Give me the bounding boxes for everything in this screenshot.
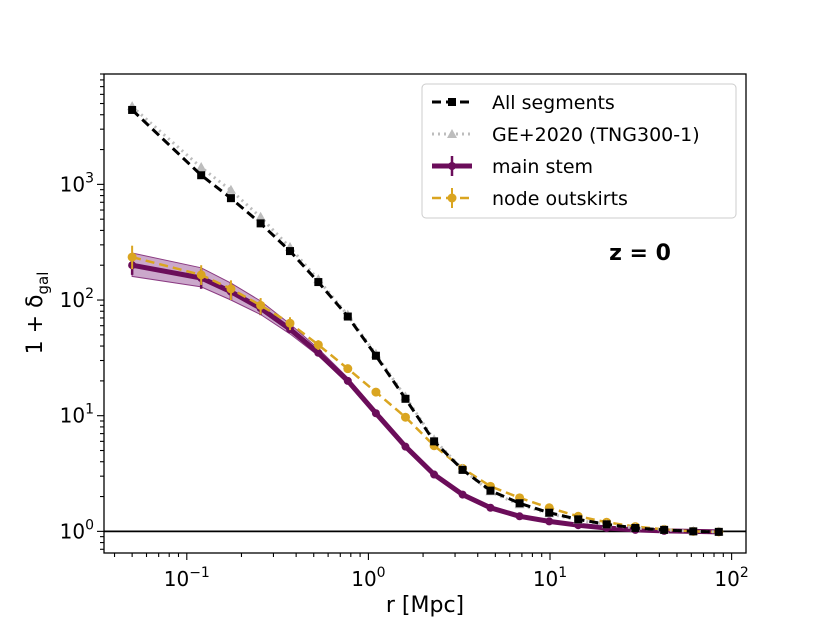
x-tick-label-base: 10 (351, 567, 376, 591)
x-tick-label-exponent: 2 (740, 565, 749, 581)
legend-entry-all-segments: All segments (432, 92, 615, 114)
legend-entry-ge2020: GE+2020 (TNG300-1) (432, 124, 700, 146)
plot-frame (103, 73, 747, 554)
y-tick-label: 102 (60, 286, 94, 312)
y-tick-label-base: 10 (60, 404, 85, 428)
all-segments-point (714, 527, 723, 536)
legend-entry-main-stem: main stem (432, 156, 593, 178)
legend-marker-main-stem (448, 162, 456, 170)
node-outskirts-line (131, 255, 719, 534)
main-stem-line (131, 262, 719, 535)
y-tick-label: 101 (60, 402, 94, 428)
y-tick-label: 103 (60, 170, 94, 196)
node-outskirts-point (400, 412, 410, 422)
y-tick-label-base: 10 (60, 172, 85, 196)
all-segments-point (343, 312, 352, 321)
legend-box (421, 83, 737, 219)
main-stem-point (314, 348, 323, 357)
legend-marker-all-segments (448, 98, 456, 106)
all-segments-point (314, 278, 323, 287)
node-outskirts-point (226, 284, 236, 294)
y-tick-label-exponent: 0 (85, 517, 94, 533)
all-segments-point (458, 465, 467, 474)
node-outskirts-point (256, 300, 266, 310)
ge2020-point (225, 184, 236, 194)
node-outskirts-point (285, 318, 295, 328)
y-tick-label-exponent: 1 (85, 402, 94, 418)
main-stem-point (401, 442, 410, 451)
main-stem-point (486, 503, 495, 512)
x-tick-label-exponent: 1 (558, 565, 567, 581)
main-stem-point (545, 517, 554, 526)
main-stem-point (343, 376, 352, 385)
node-outskirts-point (196, 270, 206, 280)
legend-label-main-stem: main stem (492, 156, 593, 178)
main-stem-point (458, 490, 467, 499)
all-segments-point (128, 105, 137, 114)
x-tick-label: 102 (714, 565, 748, 591)
x-axis-label: r [Mpc] (386, 593, 464, 618)
legend-label-node-outskirts: node outskirts (492, 188, 628, 210)
legend-label-ge2020: GE+2020 (TNG300-1) (492, 124, 700, 146)
all-segments-point (401, 394, 410, 403)
y-tick-label-base: 10 (60, 288, 85, 312)
x-tick-label-base: 10 (714, 567, 739, 591)
x-tick-label-base: 10 (533, 567, 558, 591)
legend-entry-node-outskirts: node outskirts (432, 188, 628, 210)
y-tick-label: 100 (60, 517, 94, 543)
x-tick-label: 101 (533, 565, 567, 591)
all-segments-point (574, 515, 583, 524)
y-tick-label-base: 10 (60, 519, 85, 543)
all-segments-point (545, 508, 554, 517)
legend-marker-node-outskirts (447, 193, 457, 203)
x-tick-label-base: 10 (164, 567, 189, 591)
all-segments-point (515, 499, 524, 508)
node-outskirts-point (371, 387, 381, 397)
ge2020-point (255, 211, 266, 221)
main-stem-point (371, 409, 380, 418)
all-segments-point (631, 523, 640, 532)
y-axis-label: 1 + δgal (23, 272, 52, 355)
node-outskirts-point (127, 252, 137, 262)
x-tick-label: 100 (351, 565, 385, 591)
y-axis-label-subscript: gal (34, 272, 52, 295)
x-tick-label-exponent: 0 (377, 565, 386, 581)
all-segments-point (371, 351, 380, 360)
main-stem-point (430, 470, 439, 479)
legend-label-all-segments: All segments (492, 92, 615, 114)
legend: All segments GE+2020 (TNG300-1) main ste… (421, 83, 737, 219)
x-tick-label: 10−1 (164, 565, 210, 591)
node-outskirts-point (313, 340, 323, 350)
legend-marker-ge2020 (447, 129, 457, 138)
x-tick-label-exponent: −1 (189, 565, 210, 581)
node-outskirts-point (343, 364, 353, 374)
y-tick-label-exponent: 2 (85, 286, 94, 302)
all-segments-point (430, 437, 439, 446)
all-segments-point (689, 527, 698, 536)
ge2020-point (196, 161, 207, 171)
all-segments-point (660, 525, 669, 534)
redshift-annotation: z = 0 (609, 241, 671, 266)
all-segments-point (256, 219, 265, 228)
y-axis-label-main: 1 + δ (23, 295, 48, 355)
main-stem-point (515, 512, 524, 521)
all-segments-point (486, 486, 495, 495)
all-segments-point (226, 194, 235, 203)
all-segments-point (602, 520, 611, 529)
all-segments-point (285, 247, 294, 256)
y-tick-label-exponent: 3 (85, 170, 94, 186)
all-segments-point (197, 171, 206, 180)
